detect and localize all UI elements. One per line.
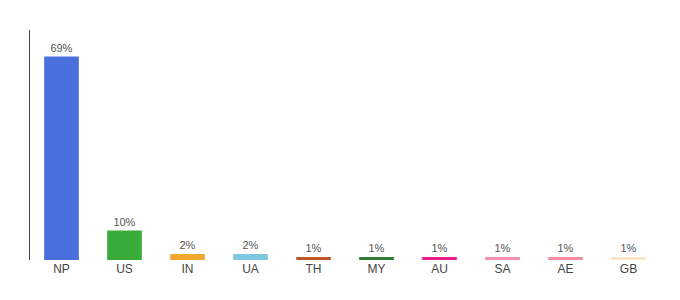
svg-text:1%: 1% <box>368 242 384 254</box>
svg-text:1%: 1% <box>494 242 510 254</box>
svg-text:US: US <box>116 262 133 276</box>
svg-text:SA: SA <box>494 262 510 276</box>
svg-text:AE: AE <box>557 262 573 276</box>
svg-text:MY: MY <box>368 262 386 276</box>
svg-text:GB: GB <box>620 262 637 276</box>
svg-text:1%: 1% <box>431 242 447 254</box>
svg-text:2%: 2% <box>242 239 258 251</box>
svg-text:1%: 1% <box>557 242 573 254</box>
svg-text:69%: 69% <box>50 42 72 54</box>
svg-text:AU: AU <box>431 262 448 276</box>
svg-text:NP: NP <box>53 262 70 276</box>
svg-text:2%: 2% <box>179 239 195 251</box>
svg-text:UA: UA <box>242 262 259 276</box>
svg-text:1%: 1% <box>305 242 321 254</box>
svg-text:IN: IN <box>182 262 194 276</box>
svg-text:TH: TH <box>306 262 322 276</box>
svg-text:10%: 10% <box>113 216 135 228</box>
svg-text:1%: 1% <box>620 242 636 254</box>
